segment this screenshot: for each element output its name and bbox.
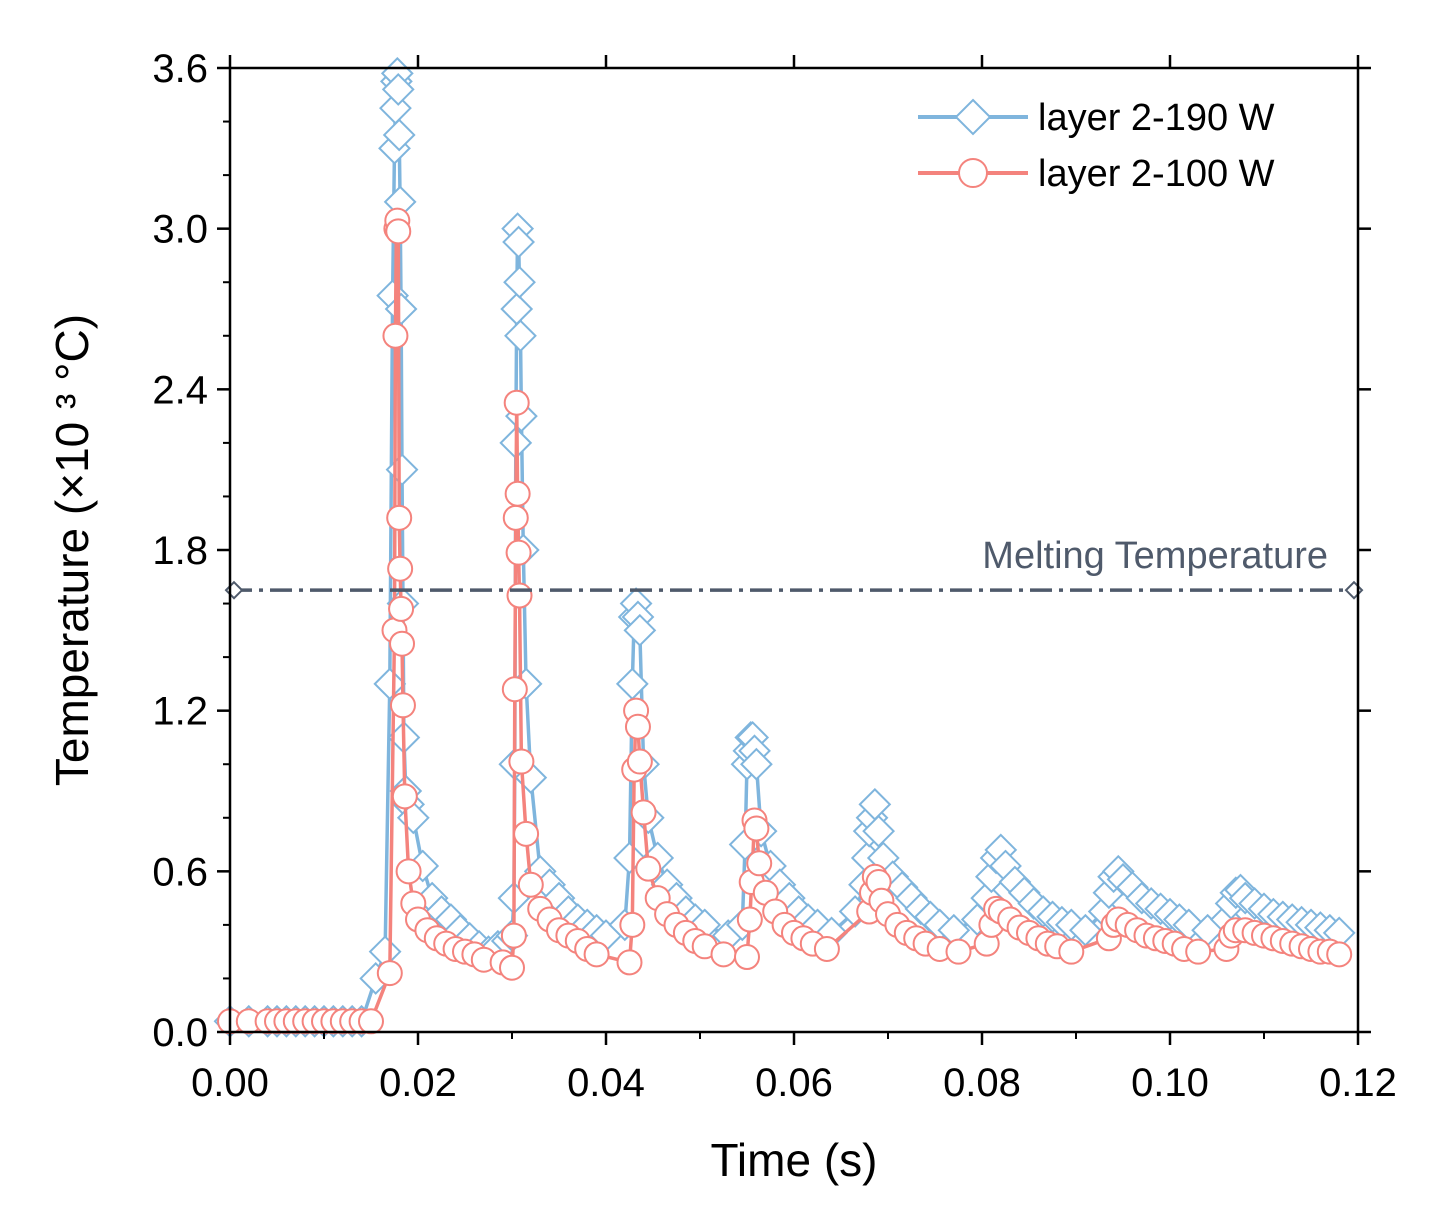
legend-label-190w: layer 2-190 W xyxy=(1038,97,1275,139)
reference-line-label: Melting Temperature xyxy=(982,535,1328,577)
data-point-100w xyxy=(382,322,409,349)
data-point-100w xyxy=(743,815,770,842)
data-point-100w xyxy=(499,954,525,981)
data-point-100w xyxy=(624,713,651,740)
data-point-100w xyxy=(386,504,413,531)
legend-label-100w: layer 2-100 W xyxy=(1038,153,1275,195)
data-point-100w xyxy=(1185,938,1212,965)
x-tick-label: 0.08 xyxy=(943,1061,1021,1105)
x-tick-label: 0.00 xyxy=(191,1061,269,1105)
data-point-100w xyxy=(1326,941,1353,968)
data-point-100w xyxy=(513,820,540,847)
x-tick-label: 0.04 xyxy=(567,1061,645,1105)
data-point-100w xyxy=(376,960,403,987)
data-point-100w xyxy=(395,858,422,885)
y-tick-label: 1.2 xyxy=(152,690,208,734)
data-point-100w xyxy=(389,692,416,719)
data-point-100w xyxy=(619,911,646,938)
data-point-100w xyxy=(387,555,414,582)
legend: layer 2-190 W layer 2-100 W xyxy=(918,97,1275,195)
x-tick-label: 0.10 xyxy=(1131,1061,1209,1105)
y-tick-label: 3.0 xyxy=(152,208,208,252)
y-tick-label: 3.6 xyxy=(152,47,208,91)
data-point-100w xyxy=(388,595,415,622)
series-markers-100w xyxy=(217,207,1353,1035)
data-point-190w xyxy=(382,118,416,152)
data-point-100w xyxy=(710,941,737,968)
data-point-100w xyxy=(626,748,653,775)
data-point-100w xyxy=(616,949,643,976)
data-point-100w xyxy=(358,1008,384,1035)
data-point-190w xyxy=(373,667,407,701)
data-point-100w xyxy=(736,906,763,933)
data-point-190w xyxy=(504,319,537,353)
y-axis-title: Temperature (×10 ³ °C) xyxy=(46,314,98,786)
y-tick-label: 2.4 xyxy=(152,368,208,412)
data-point-100w xyxy=(501,676,528,703)
data-point-100w xyxy=(505,539,532,566)
y-tick-label: 1.8 xyxy=(152,529,208,573)
data-point-190w xyxy=(384,292,418,326)
data-point-100w xyxy=(813,935,840,962)
data-point-100w xyxy=(517,871,544,898)
data-point-100w xyxy=(1058,938,1085,965)
x-tick-label: 0.12 xyxy=(1319,1061,1397,1105)
x-axis-title: Time (s) xyxy=(711,1134,878,1186)
data-point-100w xyxy=(391,783,418,810)
data-point-100w xyxy=(508,748,535,775)
data-point-100w xyxy=(746,850,773,877)
legend-marker-190w xyxy=(954,98,992,136)
data-point-190w xyxy=(500,292,534,326)
data-point-100w xyxy=(583,941,610,968)
axes-layer: 0.00 0.02 0.04 0.06 0.08 0.10 0.12 0.0 0.6 1.2 1.8… xyxy=(152,47,1397,1105)
data-point-100w xyxy=(502,504,529,531)
data-point-190w xyxy=(862,814,896,848)
ref-line-endpoint-left xyxy=(224,580,244,600)
data-point-190w xyxy=(381,73,415,106)
data-point-100w xyxy=(500,922,527,949)
y-tick-label: 0.6 xyxy=(152,850,208,894)
data-point-100w xyxy=(503,389,530,416)
x-tick-label: 0.06 xyxy=(755,1061,833,1105)
ref-line-endpoint-right xyxy=(1344,580,1364,600)
data-point-100w xyxy=(385,218,412,245)
data-point-100w xyxy=(945,938,972,965)
reference-line-group: Melting Temperature xyxy=(224,535,1364,600)
data-point-100w xyxy=(389,630,416,657)
data-point-100w xyxy=(630,799,657,826)
x-tick-label: 0.02 xyxy=(379,1061,457,1105)
data-point-190w xyxy=(623,613,657,647)
data-point-190w xyxy=(739,747,773,781)
data-point-190w xyxy=(503,265,536,299)
data-point-190w xyxy=(502,225,535,259)
data-point-100w xyxy=(504,480,531,507)
y-tick-label: 0.0 xyxy=(152,1011,208,1055)
data-point-100w xyxy=(635,855,662,882)
legend-marker-100w xyxy=(958,158,988,188)
series-markers-190w xyxy=(213,56,1356,1038)
series-layer xyxy=(213,56,1356,1038)
data-point-100w xyxy=(506,582,533,609)
data-point-100w xyxy=(734,944,760,971)
